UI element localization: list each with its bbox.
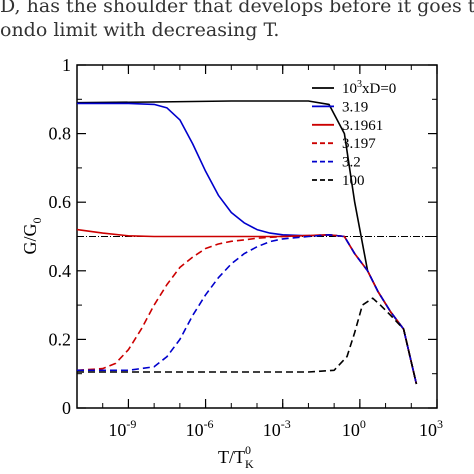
x-tick-exp: 0 — [360, 417, 366, 431]
x-axis-title-sup: 0 — [245, 443, 251, 457]
series-line-3 — [76, 234, 418, 385]
x-tick-label: 10-9 — [108, 417, 136, 440]
legend-label-2: 3.1961 — [342, 118, 383, 134]
x-tick-exp: -9 — [126, 417, 136, 431]
y-tick-label: 0.8 — [49, 124, 72, 144]
y-axis-title-main: G/G — [20, 224, 40, 255]
x-tick-exp: -3 — [281, 417, 291, 431]
x-tick-base: 10 — [263, 420, 281, 440]
caption-line-1: D, has the shoulder that develops before… — [0, 0, 474, 17]
x-tick-base: 10 — [186, 420, 204, 440]
x-axis-title-main: T/T — [218, 447, 245, 467]
legend-header-base: 10 — [342, 81, 357, 97]
legend-header-exp: 3 — [357, 79, 362, 90]
x-tick-base: 10 — [108, 420, 126, 440]
y-tick-label: 1 — [62, 55, 71, 75]
x-tick-exp: -6 — [204, 417, 214, 431]
x-tick-base: 10 — [419, 420, 437, 440]
caption-line-2: ondo limit with decreasing T. — [0, 19, 280, 41]
x-tick-exp: 3 — [437, 417, 443, 431]
x-tick-base: 10 — [342, 420, 360, 440]
x-tick-label: 10-6 — [186, 417, 214, 440]
x-tick-label: 103 — [419, 417, 443, 440]
x-tick-label: 100 — [342, 417, 366, 440]
legend-label-5: 100 — [342, 173, 365, 189]
legend-label-4: 3.2 — [342, 155, 361, 171]
y-tick-label: 0.2 — [49, 329, 72, 349]
legend-label-3: 3.197 — [342, 136, 376, 152]
legend-header-rest: xD=0 — [362, 81, 396, 97]
x-axis-title-sub: K — [245, 457, 254, 471]
y-tick-label: 0.4 — [49, 261, 72, 281]
caption: D, has the shoulder that develops before… — [0, 0, 474, 42]
y-ticks: 0 0.2 0.4 0.6 0.8 1 — [49, 55, 437, 418]
y-tick-label: 0 — [62, 398, 71, 418]
x-axis-title: T/T0 K — [218, 443, 254, 471]
y-axis-title: G/G0 — [20, 218, 44, 255]
series-line-5 — [77, 297, 418, 385]
series-line-4 — [77, 234, 418, 385]
x-ticks: 10-9 10-6 10-3 100 103 — [76, 65, 443, 440]
series-group — [76, 100, 418, 385]
legend-label-1: 3.19 — [342, 99, 368, 115]
y-axis-title-sub: 0 — [30, 218, 44, 224]
legend: 103xD=0 3.19 3.1961 3.197 3.2 100 — [312, 79, 396, 189]
legend-label-0: 103xD=0 — [342, 79, 396, 97]
y-tick-label: 0.6 — [49, 192, 72, 212]
x-tick-label: 10-3 — [263, 417, 291, 440]
